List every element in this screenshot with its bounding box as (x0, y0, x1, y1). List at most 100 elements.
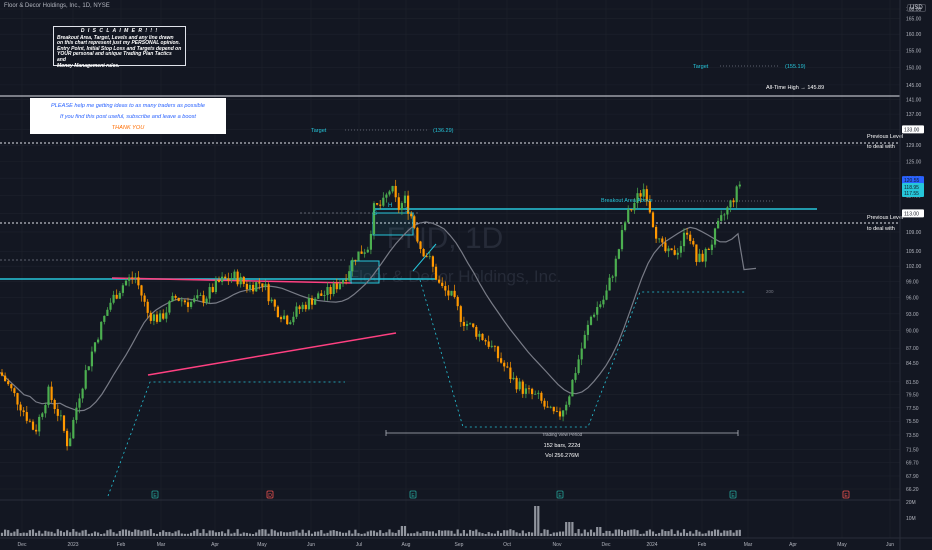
candle-body (428, 256, 431, 258)
candle (354, 259, 357, 266)
candle-body (403, 195, 407, 204)
volume-bar (620, 530, 624, 536)
candle (425, 253, 428, 258)
volume-bar (732, 532, 735, 536)
candle (345, 273, 348, 285)
candle-body (419, 241, 422, 250)
volume-bar (469, 529, 472, 536)
volume-bar (624, 531, 627, 536)
candle-body (289, 322, 292, 325)
candle (66, 428, 69, 451)
breakout-box[interactable] (350, 260, 380, 284)
volume-bar (112, 532, 115, 536)
candle-body (698, 253, 701, 262)
volume-bar (270, 529, 273, 536)
volume-bar (180, 533, 183, 536)
lower-trendline[interactable] (147, 332, 397, 376)
previous-level-upper-label-1: Previous Level (867, 134, 903, 140)
candle-body (447, 290, 450, 296)
volume-bar (639, 533, 642, 536)
candle (221, 272, 224, 286)
please-line-3: THANK YOU (111, 125, 145, 131)
candle-body (93, 342, 97, 352)
volume-bar (214, 532, 217, 536)
volume-bar (366, 531, 369, 536)
candle (236, 269, 239, 287)
candle-body (174, 295, 177, 298)
candle (639, 190, 642, 203)
candle-body (534, 393, 537, 395)
candle (314, 296, 317, 305)
target-lower-value: (136.29) (433, 128, 454, 134)
volume-bar (140, 531, 143, 536)
price-marker-bg (902, 182, 924, 191)
candle (264, 279, 267, 291)
candle (376, 203, 379, 206)
candle-body (236, 271, 239, 285)
volume-bar (357, 533, 360, 536)
volume-bar (465, 533, 469, 536)
moving-average-line[interactable] (0, 221, 757, 412)
candle (276, 305, 279, 318)
volume-bar (627, 530, 630, 536)
price-marker-label: 133.00 (904, 127, 920, 133)
candle (341, 279, 345, 287)
candle (230, 272, 233, 284)
volume-bar (155, 533, 159, 536)
candle (648, 195, 651, 214)
price-marker-bg (902, 189, 924, 198)
candle (75, 402, 78, 424)
candle-body (7, 381, 10, 385)
candlestick-series[interactable] (0, 179, 741, 451)
candle (245, 280, 248, 293)
candle-body (639, 193, 642, 197)
candle-body (221, 276, 224, 282)
candle (180, 297, 183, 307)
candle (562, 410, 565, 422)
volume-bar (44, 530, 47, 536)
candle (673, 245, 676, 256)
candle (168, 300, 171, 315)
currency-label[interactable]: USD (907, 4, 926, 12)
volume-bar (0, 532, 4, 536)
candle (338, 279, 341, 290)
candle (400, 201, 403, 215)
time-axis[interactable]: Dec 2023 Feb Mar Apr May Jun Jul Aug Sep Oct Nov Dec… (18, 542, 895, 548)
event-marker: E (151, 490, 159, 499)
volume-bar (397, 529, 400, 536)
volume-bar (456, 529, 459, 536)
candle (738, 181, 741, 189)
candle (633, 197, 636, 214)
candle-body (22, 410, 25, 413)
candle-body (503, 362, 506, 367)
volume-bar (242, 532, 245, 536)
symbol-header[interactable]: Floor & Decor Holdings, Inc., 1D, NYSE (4, 3, 110, 9)
candle-body (425, 256, 428, 258)
volume-bar (360, 533, 363, 536)
candle (177, 297, 180, 302)
candle (155, 311, 159, 324)
candle-body (345, 280, 348, 281)
volume-bar (537, 506, 540, 536)
volume-bar (422, 531, 425, 536)
time-tick-label: 2024 (646, 542, 657, 548)
event-marker-box (266, 490, 274, 499)
candle-body (704, 248, 707, 262)
candle-body (62, 415, 66, 431)
volume-bar (376, 532, 379, 536)
volume-bar (543, 529, 546, 536)
candle-body (205, 298, 208, 303)
candle-body (518, 381, 521, 390)
candle-body (323, 295, 326, 296)
candle (317, 291, 320, 299)
volume-bar (441, 530, 444, 536)
candle-body (276, 306, 279, 318)
volume-bar (617, 529, 620, 536)
volume-bar (332, 530, 335, 536)
candle-body (137, 277, 140, 286)
candle-body (217, 279, 221, 282)
upper-trendline[interactable] (111, 277, 353, 284)
candle-body (543, 400, 546, 407)
date-range-title: Trading View Period (542, 432, 583, 437)
